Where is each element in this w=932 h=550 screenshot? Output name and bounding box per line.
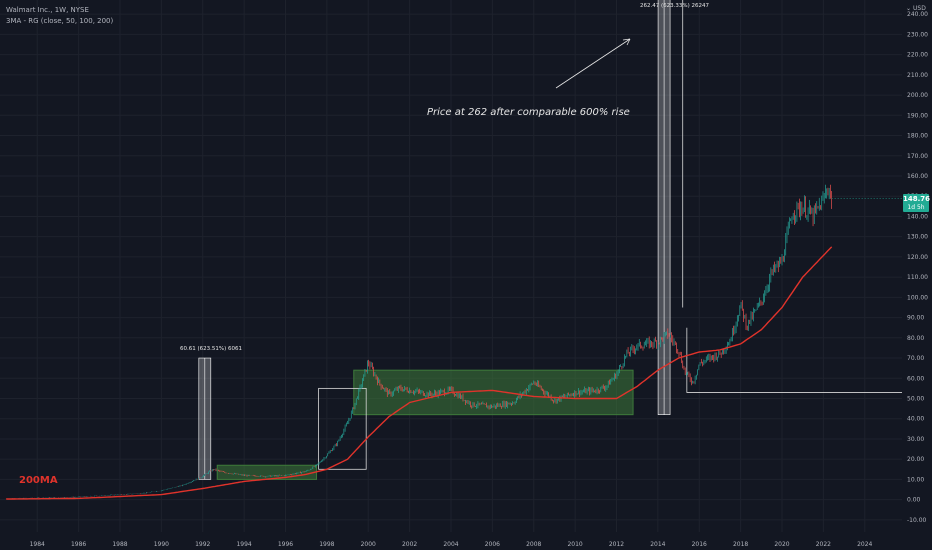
measure-label-2014[interactable]: 262.47 (623.33%) 26247	[640, 3, 709, 9]
x-tick-label: 2024	[857, 541, 872, 548]
range-boxes	[198, 0, 902, 480]
x-tick-label: 1988	[112, 541, 127, 548]
x-tick-label: 2002	[402, 541, 417, 548]
y-tick-label: 220.00	[907, 52, 928, 59]
x-tick-label: 1998	[319, 541, 334, 548]
range-box	[353, 369, 634, 416]
y-tick-label: 30.00	[907, 436, 924, 443]
x-tick-label: 2014	[650, 541, 665, 548]
currency-label: USD	[913, 5, 926, 12]
arrow-head	[622, 38, 631, 46]
annotation-arrow	[555, 38, 631, 89]
x-axis[interactable]: 1984 1986 1988 1990 1992 1994 1996 1998 2000 2002…	[0, 532, 932, 550]
y-tick-label: 200.00	[907, 92, 928, 99]
x-tick-label: 1986	[71, 541, 86, 548]
x-tick-label: 1984	[30, 541, 45, 548]
y-tick-label: 140.00	[907, 213, 928, 220]
chevron-down-icon: ⌄	[906, 5, 912, 12]
y-tick-label: 170.00	[907, 153, 928, 160]
x-tick-label: 2022	[816, 541, 831, 548]
y-tick-label: 40.00	[907, 416, 924, 423]
y-tick-label: 230.00	[907, 31, 928, 38]
y-tick-label: 70.00	[907, 355, 924, 362]
y-tick-label: 100.00	[907, 294, 928, 301]
last-price-badge: 148.76 1d 5h	[903, 194, 931, 212]
y-tick-label: 50.00	[907, 395, 924, 402]
y-tick-label: 210.00	[907, 72, 928, 79]
bar-countdown: 1d 5h	[907, 204, 925, 211]
y-tick-label: -10.00	[907, 517, 927, 524]
y-tick-label: 0.00	[907, 497, 921, 504]
x-tick-label: 2004	[443, 541, 458, 548]
breakout-box	[318, 387, 367, 470]
ma200-line	[6, 246, 833, 500]
symbol-title[interactable]: Walmart Inc., 1W, NYSE	[6, 6, 89, 14]
y-tick-label: 240.00	[907, 11, 928, 18]
y-tick-label: 110.00	[907, 274, 928, 281]
y-tick-label: 20.00	[907, 456, 924, 463]
x-tick-label: 2018	[733, 541, 748, 548]
x-tick-label: 1996	[278, 541, 293, 548]
currency-selector[interactable]: ⌄ USD	[906, 5, 926, 12]
grid-lines	[0, 0, 902, 532]
y-tick-label: 120.00	[907, 254, 928, 261]
x-tick-label: 2008	[526, 541, 541, 548]
x-tick-label: 2012	[609, 541, 624, 548]
x-tick-label: 1994	[236, 541, 251, 548]
x-tick-label: 1990	[154, 541, 169, 548]
y-tick-label: 80.00	[907, 335, 924, 342]
y-axis-panel	[902, 0, 932, 550]
y-tick-label: 190.00	[907, 112, 928, 119]
y-tick-label: 90.00	[907, 315, 924, 322]
x-tick-label: 2010	[567, 541, 582, 548]
y-axis[interactable]: -10.00 0.00 10.00 20.00 30.00 40.00 50.00 60.00…	[902, 0, 932, 550]
measure-label-1992[interactable]: 60.61 (623.51%) 6061	[180, 346, 243, 352]
indicator-label[interactable]: 3MA - RG (close, 50, 100, 200)	[6, 17, 114, 25]
chart-marks	[5, 38, 902, 500]
ma200-label: 200MA	[19, 475, 58, 486]
y-tick-label: 130.00	[907, 234, 928, 241]
x-tick-label: 2020	[774, 541, 789, 548]
y-tick-label: 160.00	[907, 173, 928, 180]
y-tick-label: 10.00	[907, 476, 924, 483]
price-note-annotation[interactable]: Price at 262 after comparable 600% rise	[427, 107, 630, 118]
x-tick-label: 1992	[195, 541, 210, 548]
y-tick-label: 180.00	[907, 133, 928, 140]
support-box	[686, 327, 902, 393]
x-tick-label: 2000	[361, 541, 376, 548]
x-axis-panel	[0, 532, 932, 550]
last-price: 148.76	[903, 195, 931, 203]
y-tick-label: 60.00	[907, 375, 924, 382]
x-tick-label: 2006	[485, 541, 500, 548]
x-tick-label: 2016	[692, 541, 707, 548]
